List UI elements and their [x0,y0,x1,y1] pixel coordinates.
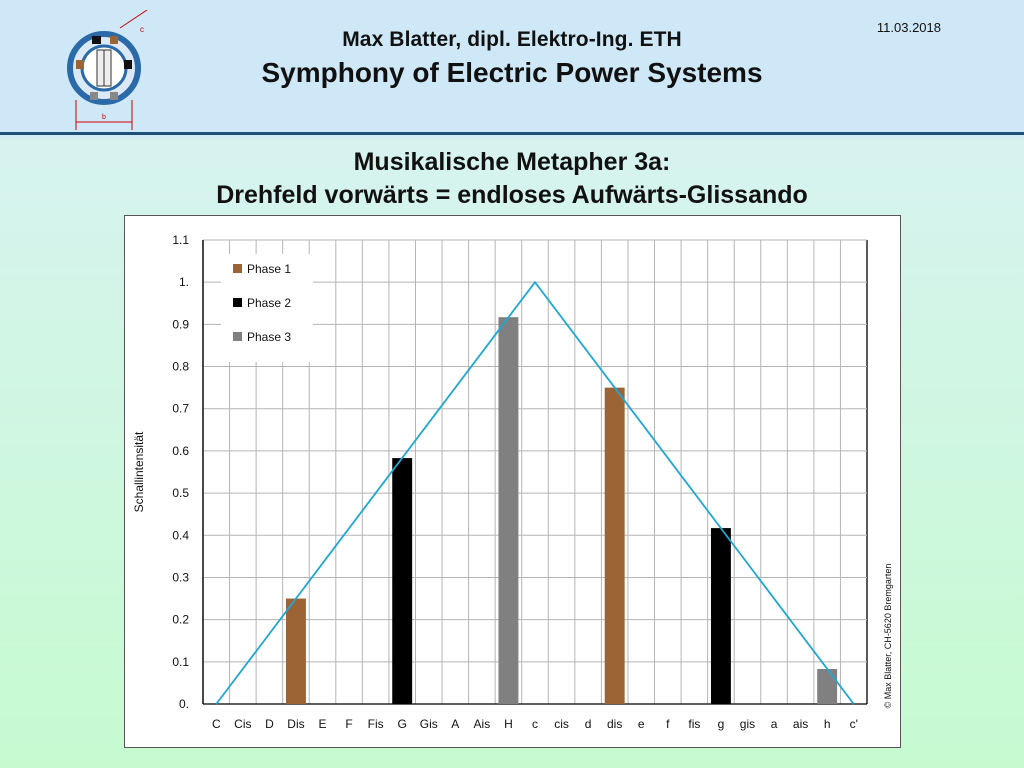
legend-label: Phase 1 [247,262,291,276]
envelope-line [215,280,855,705]
bar-phase-3-H [498,317,519,704]
x-tick-label: fis [688,717,700,731]
x-tick-label: E [319,717,327,731]
logo-label-c: c [140,25,144,34]
x-tick-label: Cis [234,717,251,731]
x-tick-label: dis [607,717,622,731]
x-tick-label: H [504,717,513,731]
x-tick-label: A [451,717,459,731]
x-tick-label: ais [793,717,808,731]
copyright-note: © Max Blatter, CH-5620 Bremgarten [883,564,893,709]
y-tick-label: 1.1 [172,233,189,247]
y-tick-label: 0. [179,697,189,711]
x-tick-label: c [532,717,538,731]
y-tick-label: 0.3 [172,570,189,584]
logo-label-b: b [102,114,106,121]
legend: Phase 1 Phase 2 Phase 3 [221,254,313,362]
bar-phase-1-dis [604,387,625,704]
y-tick-label: 0.6 [172,444,189,458]
y-tick-label: 0.9 [172,317,189,331]
author-line: Max Blatter, dipl. Elektro-Ing. ETH [342,28,682,51]
motor-logo-icon: c b [67,10,148,130]
x-tick-label: h [824,717,831,731]
x-tick-label: c' [850,717,858,731]
legend-label: Phase 2 [247,296,291,310]
bar-phase-2-G [392,458,413,704]
slide-header: c b Max Blatter, dipl. Elektro-Ing. ETH … [0,0,1024,135]
slide-date: 11.03.2018 [876,20,941,35]
y-tick-label: 0.5 [172,486,189,500]
slide-title: Musikalische Metapher 3a: Drehfeld vorwä… [0,146,1024,212]
legend-label: Phase 3 [247,330,291,344]
x-tick-label: Ais [474,717,491,731]
slide-title-line-2: Drehfeld vorwärts = endloses Aufwärts-Gl… [216,181,808,209]
y-tick-label: 0.8 [172,360,189,374]
chart-container: 0. 0.1 0.2 0.3 0.4 0.5 0.6 0.7 0.8 0.9 1. 1.1 C Cis D D… [124,215,901,748]
x-tick-label: gis [740,717,755,731]
x-tick-label: F [345,717,352,731]
y-axis-label: Schallintensität [132,431,146,512]
x-tick-label: Fis [368,717,384,731]
x-tick-label: f [666,717,670,731]
bar-chart: 0. 0.1 0.2 0.3 0.4 0.5 0.6 0.7 0.8 0.9 1. 1.1 C Cis D D… [132,233,893,731]
x-tick-label: C [212,717,221,731]
y-tick-label: 0.7 [172,402,189,416]
legend-swatch [233,332,242,341]
series-title: Symphony of Electric Power Systems [261,57,763,88]
bar-phase-3-h [817,668,838,704]
legend-swatch [233,298,242,307]
x-tick-label: d [585,717,592,731]
x-tick-label: Dis [287,717,304,731]
slide-title-line-1: Musikalische Metapher 3a: [353,148,671,176]
y-tick-label: 1. [179,275,189,289]
bar-phase-1-Dis [286,598,306,704]
y-tick-label: 0.4 [172,528,189,542]
x-tick-label: cis [554,717,569,731]
x-tick-label: Gis [420,717,438,731]
x-tick-label: D [265,717,274,731]
x-tick-label: G [398,717,407,731]
x-tick-label: g [718,717,725,731]
bar-phase-2-g [710,528,731,704]
y-tick-label: 0.1 [172,655,189,669]
x-tick-label: e [638,717,645,731]
x-tick-label: a [771,717,778,731]
y-tick-label: 0.2 [172,613,189,627]
legend-swatch [233,264,242,273]
